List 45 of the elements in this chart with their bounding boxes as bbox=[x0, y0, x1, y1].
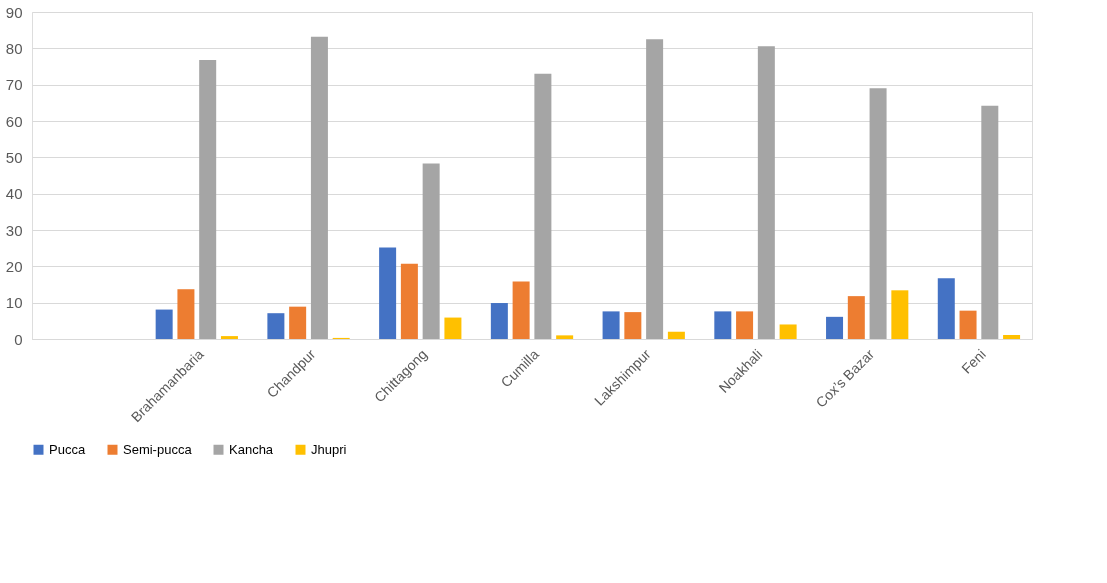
bar bbox=[869, 88, 887, 339]
bar bbox=[779, 324, 797, 339]
bar bbox=[891, 290, 909, 339]
bar bbox=[981, 105, 999, 339]
legend-label: Pucca bbox=[49, 441, 86, 457]
bar bbox=[667, 331, 685, 339]
bar bbox=[267, 313, 285, 339]
bar bbox=[512, 281, 530, 339]
bar bbox=[534, 73, 552, 339]
bar bbox=[220, 336, 238, 339]
legend-label: Semi-pucca bbox=[123, 441, 193, 457]
y-tick-label: 30 bbox=[5, 221, 23, 239]
y-tick-label: 80 bbox=[5, 39, 23, 57]
bar bbox=[736, 311, 754, 339]
bar bbox=[490, 303, 508, 339]
bar bbox=[422, 163, 440, 339]
bar bbox=[959, 310, 977, 339]
bar bbox=[444, 317, 462, 339]
bar bbox=[379, 247, 397, 339]
y-tick-label: 90 bbox=[5, 3, 23, 21]
y-tick-label: 50 bbox=[5, 148, 23, 166]
bar bbox=[757, 46, 775, 339]
bar bbox=[937, 278, 955, 339]
bar bbox=[1003, 335, 1021, 339]
bar bbox=[646, 39, 664, 339]
bar bbox=[155, 309, 173, 339]
bar bbox=[624, 312, 642, 339]
bar bbox=[400, 263, 418, 339]
y-tick-label: 40 bbox=[5, 185, 23, 203]
legend-label: Jhupri bbox=[311, 441, 347, 457]
bar bbox=[714, 311, 732, 339]
bar bbox=[847, 296, 865, 339]
bar bbox=[826, 316, 844, 339]
y-tick-label: 20 bbox=[5, 257, 23, 275]
bar bbox=[289, 306, 307, 339]
y-tick-label: 0 bbox=[14, 330, 23, 348]
bar bbox=[602, 311, 620, 339]
y-tick-label: 60 bbox=[5, 112, 23, 130]
bar bbox=[556, 335, 574, 339]
bar bbox=[310, 36, 328, 339]
y-tick-label: 70 bbox=[5, 76, 23, 94]
legend-label: Kancha bbox=[229, 441, 274, 457]
bar bbox=[177, 289, 195, 339]
y-tick-label: 10 bbox=[5, 294, 23, 312]
bar bbox=[199, 59, 217, 339]
